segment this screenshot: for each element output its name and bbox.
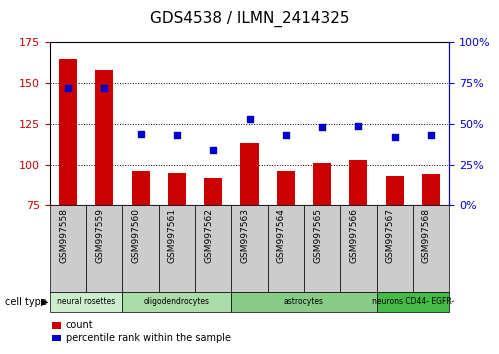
Text: GSM997566: GSM997566 <box>349 208 358 263</box>
Bar <box>422 175 440 205</box>
Text: GSM997564: GSM997564 <box>277 208 286 263</box>
Bar <box>168 173 186 205</box>
Text: neural rosettes: neural rosettes <box>57 297 115 306</box>
Text: GSM997559: GSM997559 <box>95 208 104 263</box>
Bar <box>277 171 295 205</box>
Point <box>354 123 362 129</box>
Bar <box>59 59 77 205</box>
Bar <box>377 205 413 292</box>
Point <box>173 132 181 138</box>
Bar <box>241 143 258 205</box>
Bar <box>86 205 122 292</box>
Bar <box>267 205 304 292</box>
Bar <box>313 163 331 205</box>
Bar <box>340 205 377 292</box>
Text: GSM997563: GSM997563 <box>241 208 250 263</box>
Point <box>100 85 108 91</box>
Bar <box>232 292 377 312</box>
Point <box>318 124 326 130</box>
Bar <box>386 176 404 205</box>
Bar <box>195 205 232 292</box>
Point <box>137 131 145 137</box>
Bar <box>377 292 449 312</box>
Text: oligodendrocytes: oligodendrocytes <box>144 297 210 306</box>
Point <box>209 147 217 153</box>
Bar <box>413 205 449 292</box>
Point <box>391 134 399 140</box>
Text: astrocytes: astrocytes <box>284 297 324 306</box>
Text: neurons CD44- EGFR-: neurons CD44- EGFR- <box>372 297 454 306</box>
Bar <box>52 335 61 341</box>
Bar <box>132 171 150 205</box>
Text: percentile rank within the sample: percentile rank within the sample <box>66 333 231 343</box>
Bar <box>204 178 222 205</box>
Point <box>246 116 253 122</box>
Bar <box>95 70 113 205</box>
Text: GSM997565: GSM997565 <box>313 208 322 263</box>
Bar <box>232 205 267 292</box>
Text: GSM997561: GSM997561 <box>168 208 177 263</box>
Bar <box>52 322 61 329</box>
Text: GSM997568: GSM997568 <box>422 208 431 263</box>
Bar <box>349 160 367 205</box>
Text: GDS4538 / ILMN_2414325: GDS4538 / ILMN_2414325 <box>150 11 349 27</box>
Bar <box>304 205 340 292</box>
Text: GSM997560: GSM997560 <box>132 208 141 263</box>
Point <box>427 132 435 138</box>
Point <box>64 85 72 91</box>
Point <box>282 132 290 138</box>
Bar <box>50 205 86 292</box>
Text: ▶: ▶ <box>41 297 48 307</box>
Text: GSM997567: GSM997567 <box>386 208 395 263</box>
Bar <box>122 292 232 312</box>
Text: GSM997558: GSM997558 <box>59 208 68 263</box>
Text: cell type: cell type <box>5 297 47 307</box>
Text: count: count <box>66 320 93 330</box>
Text: GSM997562: GSM997562 <box>204 208 213 263</box>
Bar <box>50 292 122 312</box>
Bar <box>122 205 159 292</box>
Bar <box>159 205 195 292</box>
